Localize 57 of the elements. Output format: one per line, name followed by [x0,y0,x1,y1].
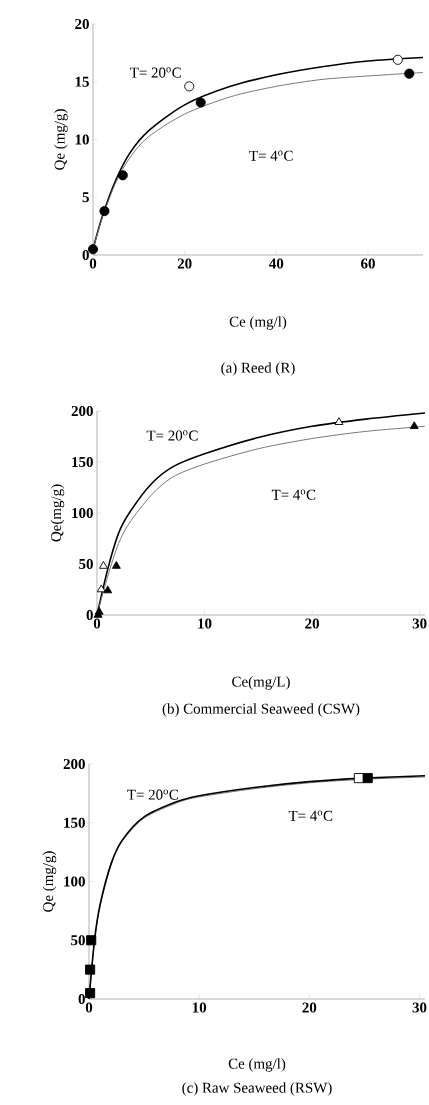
annotation: T= 4$^{o}$C [288,810,333,821]
point [334,417,344,425]
point [409,421,419,430]
x-tick-label: 30 [412,1002,427,1013]
y-axis-title: Qe (mg/g) [42,851,57,912]
y-axis-title: Qe(mg/g) [50,484,65,542]
point [86,935,97,946]
x-tick-label: 20 [305,618,319,629]
y-axis-title: Qe (mg/g) [54,109,68,170]
x-tick-label: 20 [177,258,192,269]
x-axis-title: Ce (mg/l) [228,1058,286,1072]
x-axis-title: Ce(mg/L) [232,676,290,690]
y-tick-label: 200 [71,405,93,417]
y-tick-label: 0 [86,609,93,621]
annotation: T= 20$^{o}$C [146,430,198,441]
point [87,244,99,255]
annotation: T= 4$^{o}$C [249,150,293,161]
x-tick-label: 0 [93,618,101,629]
text: (c) Raw Seaweed (RSW) [182,1082,332,1096]
text: (b) Commercial Seaweed (CSW) [162,703,360,717]
y-tick-label: 50 [71,935,85,946]
x-tick-label: 10 [192,1002,207,1013]
x-tick-label: 20 [302,1002,317,1013]
annotation: T= 20$^{o}$C [127,789,178,800]
annotation: T= 20$^{o}$C [130,67,181,78]
y-tick-label: 50 [79,558,93,570]
x-tick-label: 60 [361,258,375,269]
y-tick-label: 20 [75,18,89,30]
y-tick-label: 0 [78,993,85,1005]
y-tick-label: 10 [75,134,89,145]
y-tick-label: 150 [72,456,93,468]
y-tick-label: 100 [72,507,93,519]
y-tick-label: 5 [82,192,89,203]
point [96,584,106,593]
point [99,561,108,569]
point [184,81,195,92]
y-tick-label: 200 [63,758,85,770]
point [362,773,373,784]
point [99,206,110,217]
point [85,988,96,999]
y-tick-label: 150 [64,817,85,828]
x-axis-title: Ce (mg/l) [229,316,287,330]
x-tick-label: 40 [269,258,284,269]
point [111,561,121,569]
x-tick-label: 10 [198,618,212,629]
y-tick-label: 0 [82,249,89,261]
point [195,97,206,108]
y-tick-label: 100 [64,876,85,887]
point [392,54,403,65]
annotation: T= 4$^{o}$C [271,489,316,500]
point [103,585,113,594]
x-tick-label: 30 [412,618,427,629]
point [85,964,96,975]
text: (a) Reed (R) [221,362,295,376]
y-tick-label: 15 [75,76,89,87]
point [404,68,415,79]
point [117,170,128,181]
